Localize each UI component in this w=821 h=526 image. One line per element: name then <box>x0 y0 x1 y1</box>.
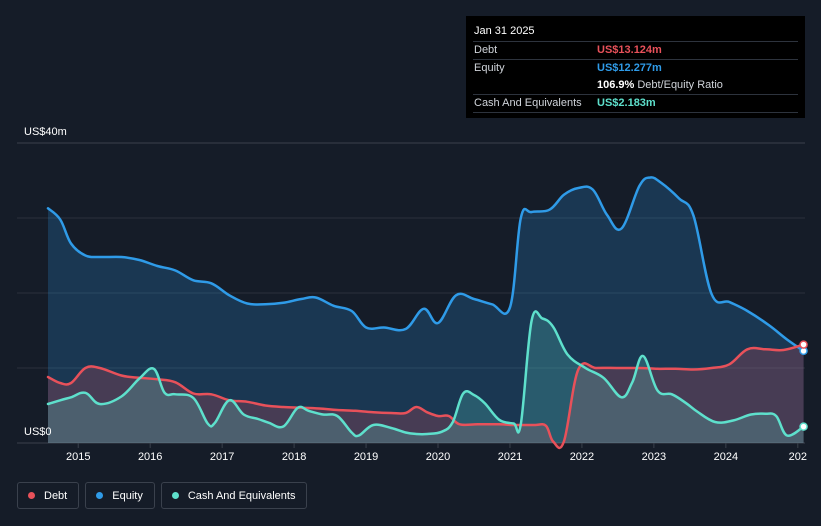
tooltip-ratio-value: 106.9% <box>597 79 635 91</box>
x-tick-label: 2019 <box>354 451 378 463</box>
tooltip-row-equity: Equity US$12.277m <box>473 59 798 77</box>
legend-label-cash: Cash And Equivalents <box>187 489 296 502</box>
chart-tooltip: Jan 31 2025 Debt US$13.124m Equity US$12… <box>466 16 805 118</box>
legend-dot-equity <box>96 492 104 499</box>
x-tick-label: 2021 <box>498 451 522 463</box>
x-tick-label: 2015 <box>66 451 90 463</box>
x-tick-label: 202 <box>789 451 807 463</box>
x-axis-ticks: 2015 2016 2017 2018 2019 2020 2021 2022 2023 2024… <box>66 443 807 463</box>
tooltip-debt-value: US$13.124m <box>597 44 662 56</box>
area-debt <box>48 344 804 448</box>
line-cash-and-equivalents <box>46 310 805 438</box>
x-tick-label: 2018 <box>282 451 306 463</box>
legend-label-debt: Debt <box>44 489 68 502</box>
x-tick-label: 2016 <box>138 451 162 463</box>
x-tick-label: 2022 <box>570 451 594 463</box>
legend-item-debt[interactable]: Debt <box>17 482 80 509</box>
tooltip-row-debt: Debt US$13.124m <box>473 41 798 59</box>
series-lines <box>46 176 805 450</box>
line-debt <box>46 343 805 450</box>
legend-dot-debt <box>28 492 35 499</box>
x-tick-label: 2024 <box>714 451 738 463</box>
legend-dot-cash <box>171 492 179 499</box>
x-tick-label: 2023 <box>642 451 666 463</box>
tooltip-cash-value: US$2.183m <box>597 97 656 109</box>
end-marker-debt <box>799 340 808 349</box>
tooltip-ratio-suffix: Debt/Equity Ratio <box>637 79 723 91</box>
legend-item-equity[interactable]: Equity <box>85 482 155 509</box>
legend-label-equity: Equity <box>112 489 143 502</box>
y-axis-bottom-label: US$0 <box>24 426 52 438</box>
tooltip-debt-label: Debt <box>474 44 498 56</box>
tooltip-equity-value: US$12.277m <box>597 62 662 74</box>
tooltip-row-cash: Cash And Equivalents US$2.183m <box>473 94 798 113</box>
line-equity <box>46 176 805 353</box>
tooltip-date: Jan 31 2025 <box>474 25 535 37</box>
legend-item-cash[interactable]: Cash And Equivalents <box>160 482 308 509</box>
x-tick-label: 2020 <box>426 451 450 463</box>
area-cash-and-equivalents <box>48 311 804 443</box>
x-tick-label: 2017 <box>210 451 234 463</box>
y-axis-top-label: US$40m <box>24 126 67 138</box>
tooltip-ratio-label <box>473 77 597 94</box>
tooltip-row-ratio: 106.9% Debt/Equity Ratio <box>473 77 798 94</box>
end-marker-cash-and-equivalents <box>799 422 808 431</box>
tooltip-cash-label: Cash And Equivalents <box>474 97 582 109</box>
end-markers <box>799 340 808 431</box>
chart-legend: Debt Equity Cash And Equivalents <box>17 482 308 509</box>
tooltip-equity-label: Equity <box>474 62 505 74</box>
